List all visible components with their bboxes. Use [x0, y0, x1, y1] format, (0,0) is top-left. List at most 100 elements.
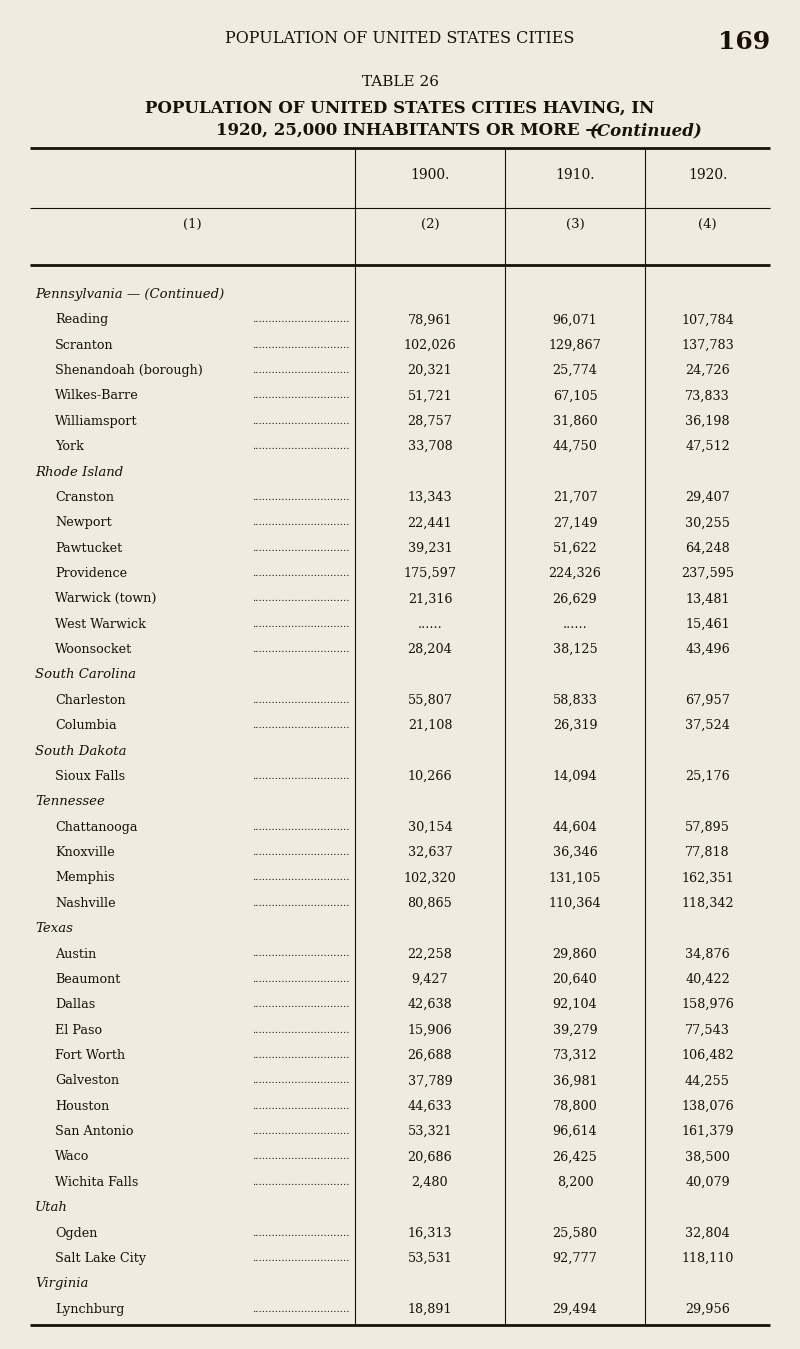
- Text: El Paso: El Paso: [55, 1024, 102, 1036]
- Text: ..............................: ..............................: [253, 316, 350, 324]
- Text: ..............................: ..............................: [253, 391, 350, 401]
- Text: POPULATION OF UNITED STATES CITIES HAVING, IN: POPULATION OF UNITED STATES CITIES HAVIN…: [146, 100, 654, 117]
- Text: 237,595: 237,595: [681, 567, 734, 580]
- Text: ..............................: ..............................: [253, 898, 350, 908]
- Text: 57,895: 57,895: [685, 820, 730, 834]
- Text: 39,231: 39,231: [408, 542, 452, 554]
- Text: (3): (3): [566, 219, 584, 231]
- Text: Newport: Newport: [55, 517, 112, 529]
- Text: Waco: Waco: [55, 1151, 90, 1163]
- Text: 110,364: 110,364: [549, 897, 602, 909]
- Text: 118,342: 118,342: [681, 897, 734, 909]
- Text: 21,707: 21,707: [553, 491, 598, 505]
- Text: ..............................: ..............................: [253, 1178, 350, 1187]
- Text: 44,633: 44,633: [408, 1099, 452, 1113]
- Text: ..............................: ..............................: [253, 341, 350, 349]
- Text: ..............................: ..............................: [253, 442, 350, 451]
- Text: 1920, 25,000 INHABITANTS OR MORE —: 1920, 25,000 INHABITANTS OR MORE —: [193, 121, 607, 139]
- Text: 13,343: 13,343: [408, 491, 452, 505]
- Text: 20,321: 20,321: [408, 364, 452, 378]
- Text: 25,580: 25,580: [553, 1226, 598, 1240]
- Text: ..............................: ..............................: [253, 950, 350, 959]
- Text: 18,891: 18,891: [408, 1303, 452, 1315]
- Text: 32,804: 32,804: [685, 1226, 730, 1240]
- Text: Wichita Falls: Wichita Falls: [55, 1176, 138, 1188]
- Text: South Dakota: South Dakota: [35, 745, 126, 758]
- Text: 37,524: 37,524: [685, 719, 730, 733]
- Text: TABLE 26: TABLE 26: [362, 76, 438, 89]
- Text: 106,482: 106,482: [681, 1050, 734, 1062]
- Text: ..............................: ..............................: [253, 595, 350, 603]
- Text: ..............................: ..............................: [253, 417, 350, 426]
- Text: 224,326: 224,326: [549, 567, 602, 580]
- Text: Houston: Houston: [55, 1099, 110, 1113]
- Text: South Carolina: South Carolina: [35, 669, 136, 681]
- Text: 73,833: 73,833: [685, 390, 730, 402]
- Text: 29,407: 29,407: [685, 491, 730, 505]
- Text: 21,316: 21,316: [408, 592, 452, 606]
- Text: 96,071: 96,071: [553, 313, 598, 326]
- Text: Texas: Texas: [35, 923, 73, 935]
- Text: Memphis: Memphis: [55, 871, 114, 885]
- Text: Reading: Reading: [55, 313, 108, 326]
- Text: 36,198: 36,198: [685, 414, 730, 428]
- Text: 80,865: 80,865: [407, 897, 453, 909]
- Text: Salt Lake City: Salt Lake City: [55, 1252, 146, 1265]
- Text: Sioux Falls: Sioux Falls: [55, 770, 125, 782]
- Text: Pennsylvania — (Continued): Pennsylvania — (Continued): [35, 287, 224, 301]
- Text: 44,604: 44,604: [553, 820, 598, 834]
- Text: 39,279: 39,279: [553, 1024, 598, 1036]
- Text: 42,638: 42,638: [408, 998, 452, 1012]
- Text: 30,154: 30,154: [408, 820, 452, 834]
- Text: Shenandoah (borough): Shenandoah (borough): [55, 364, 203, 378]
- Text: 22,441: 22,441: [408, 517, 452, 529]
- Text: Nashville: Nashville: [55, 897, 116, 909]
- Text: 40,079: 40,079: [685, 1176, 730, 1188]
- Text: 28,204: 28,204: [408, 643, 452, 656]
- Text: ......: ......: [562, 618, 587, 631]
- Text: 77,543: 77,543: [685, 1024, 730, 1036]
- Text: ..............................: ..............................: [253, 1253, 350, 1263]
- Text: 9,427: 9,427: [412, 973, 448, 986]
- Text: 43,496: 43,496: [685, 643, 730, 656]
- Text: ..............................: ..............................: [253, 1304, 350, 1314]
- Text: Lynchburg: Lynchburg: [55, 1303, 124, 1315]
- Text: 30,255: 30,255: [685, 517, 730, 529]
- Text: Fort Worth: Fort Worth: [55, 1050, 125, 1062]
- Text: 15,461: 15,461: [685, 618, 730, 631]
- Text: 32,637: 32,637: [408, 846, 452, 859]
- Text: 162,351: 162,351: [681, 871, 734, 885]
- Text: 102,026: 102,026: [404, 339, 456, 352]
- Text: 47,512: 47,512: [685, 440, 730, 453]
- Text: Beaumont: Beaumont: [55, 973, 120, 986]
- Text: ..............................: ..............................: [253, 722, 350, 730]
- Text: 24,726: 24,726: [685, 364, 730, 378]
- Text: 40,422: 40,422: [685, 973, 730, 986]
- Text: Cranston: Cranston: [55, 491, 114, 505]
- Text: ..............................: ..............................: [253, 975, 350, 983]
- Text: 15,906: 15,906: [408, 1024, 452, 1036]
- Text: 44,255: 44,255: [685, 1074, 730, 1087]
- Text: 1910.: 1910.: [555, 169, 594, 182]
- Text: Chattanooga: Chattanooga: [55, 820, 138, 834]
- Text: 175,597: 175,597: [403, 567, 457, 580]
- Text: 21,108: 21,108: [408, 719, 452, 733]
- Text: 38,125: 38,125: [553, 643, 598, 656]
- Text: 58,833: 58,833: [553, 693, 598, 707]
- Text: West Warwick: West Warwick: [55, 618, 146, 631]
- Text: 26,425: 26,425: [553, 1151, 598, 1163]
- Text: Woonsocket: Woonsocket: [55, 643, 132, 656]
- Text: ..............................: ..............................: [253, 569, 350, 577]
- Text: Rhode Island: Rhode Island: [35, 465, 123, 479]
- Text: 102,320: 102,320: [404, 871, 456, 885]
- Text: Tennessee: Tennessee: [35, 796, 105, 808]
- Text: 36,346: 36,346: [553, 846, 598, 859]
- Text: 96,614: 96,614: [553, 1125, 598, 1139]
- Text: San Antonio: San Antonio: [55, 1125, 134, 1139]
- Text: 131,105: 131,105: [549, 871, 602, 885]
- Text: 16,313: 16,313: [408, 1226, 452, 1240]
- Text: 78,800: 78,800: [553, 1099, 598, 1113]
- Text: 14,094: 14,094: [553, 770, 598, 782]
- Text: 51,622: 51,622: [553, 542, 598, 554]
- Text: ..............................: ..............................: [253, 696, 350, 704]
